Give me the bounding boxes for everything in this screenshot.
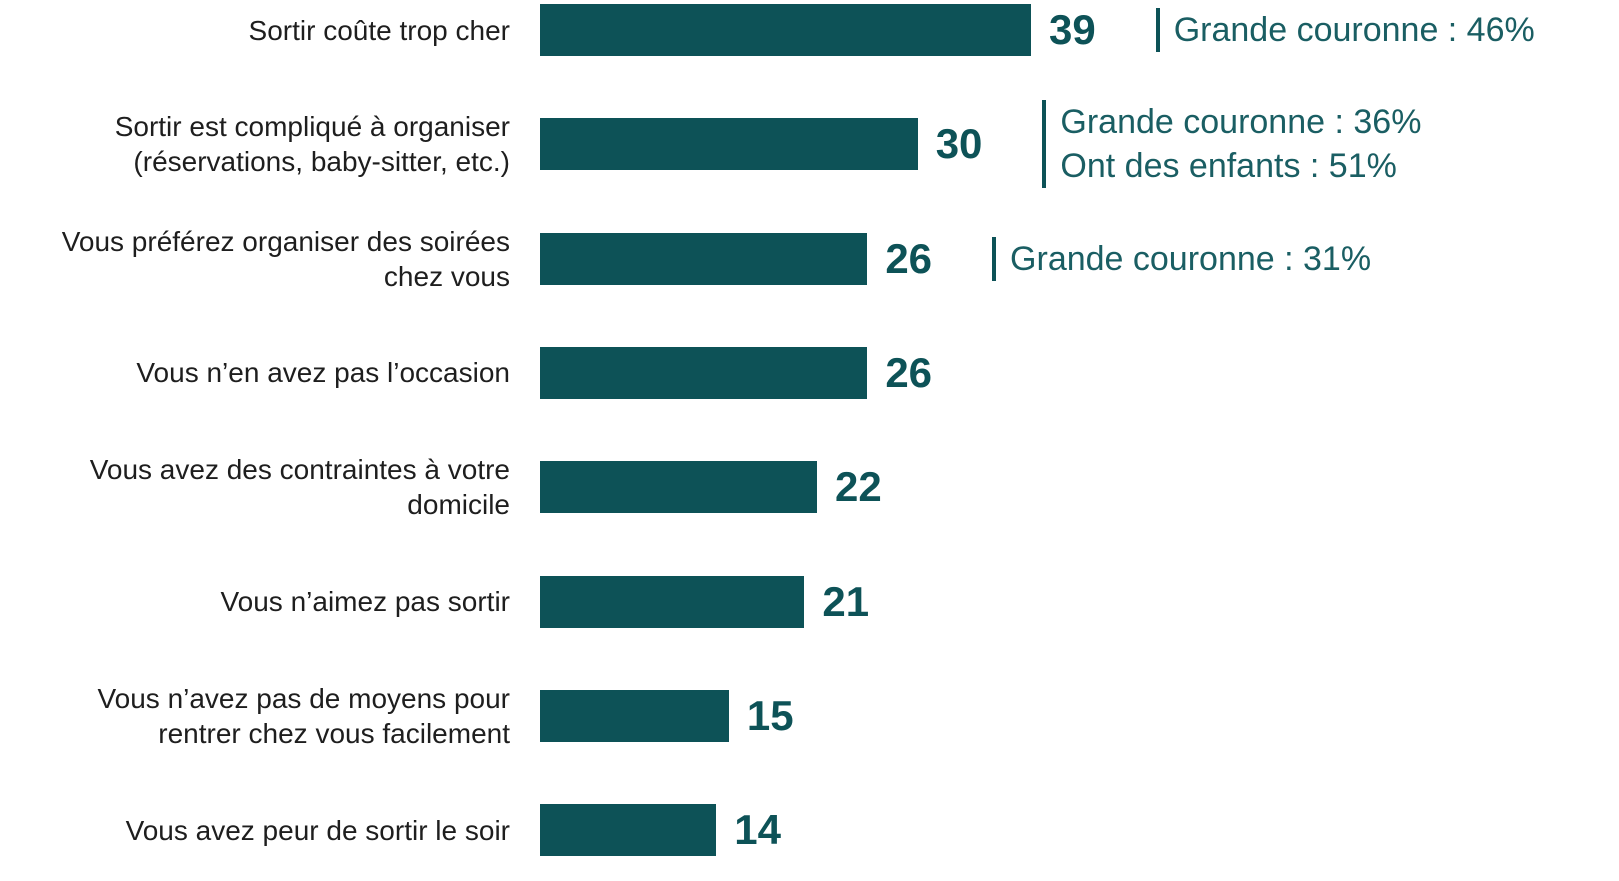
value-label: 15	[746, 691, 794, 739]
annotation-line: Grande couronne : 46%	[1173, 11, 1535, 49]
bar	[540, 232, 868, 285]
bar	[540, 804, 717, 857]
bar-row: Sortir coûte trop cher 39 Grande couronne …	[0, 0, 1619, 80]
value-label: 26	[885, 234, 933, 282]
bar-row: Vous préférez organiser des soirées chez…	[0, 209, 1619, 309]
category-label: Vous n’en avez pas l’occasion	[136, 357, 510, 389]
bar	[540, 4, 1031, 56]
category-label: Vous n’aimez pas sortir	[220, 586, 510, 617]
value-label: 39	[1049, 6, 1096, 53]
bar-row: Vous avez des contraintes à votre domici…	[0, 437, 1619, 537]
category-label: Sortir coûte trop cher	[248, 14, 510, 46]
value-label: 30	[935, 120, 983, 168]
bar-row: Sortir est compliqué à organiser (réserv…	[0, 94, 1619, 194]
annotation: Grande couronne : 36% Ont des enfants : 5…	[1042, 100, 1422, 189]
value-label: 21	[822, 577, 870, 625]
value-label: 14	[734, 806, 781, 854]
bar-row: Vous avez peur de sortir le soir 14	[0, 780, 1619, 880]
category-label: Vous n’avez pas de moyens pour rentrer c…	[97, 682, 510, 749]
annotation-line: Ont des enfants : 51%	[1060, 147, 1397, 186]
bar	[540, 575, 805, 628]
bar-row: Vous n’avez pas de moyens pour rentrer c…	[0, 666, 1619, 766]
annotation: Grande couronne : 31%	[992, 236, 1372, 281]
value-label: 22	[834, 463, 882, 511]
bar	[540, 689, 729, 742]
annotation: Grande couronne : 46%	[1155, 8, 1535, 52]
category-label: Vous avez des contraintes à votre domici…	[89, 454, 510, 521]
bar-row: Vous n’aimez pas sortir 21	[0, 552, 1619, 652]
annotation-line: Grande couronne : 31%	[1010, 239, 1372, 278]
bar	[540, 346, 868, 399]
category-label: Vous préférez organiser des soirées chez…	[61, 225, 510, 292]
category-label: Vous avez peur de sortir le soir	[125, 814, 510, 846]
annotation-line: Grande couronne : 36%	[1060, 103, 1422, 142]
bar-row: Vous n’en avez pas l’occasion 26	[0, 323, 1619, 423]
value-label: 26	[885, 348, 933, 396]
bar	[540, 461, 817, 514]
category-label: Sortir est compliqué à organiser (réserv…	[114, 111, 510, 178]
bar	[540, 118, 918, 171]
